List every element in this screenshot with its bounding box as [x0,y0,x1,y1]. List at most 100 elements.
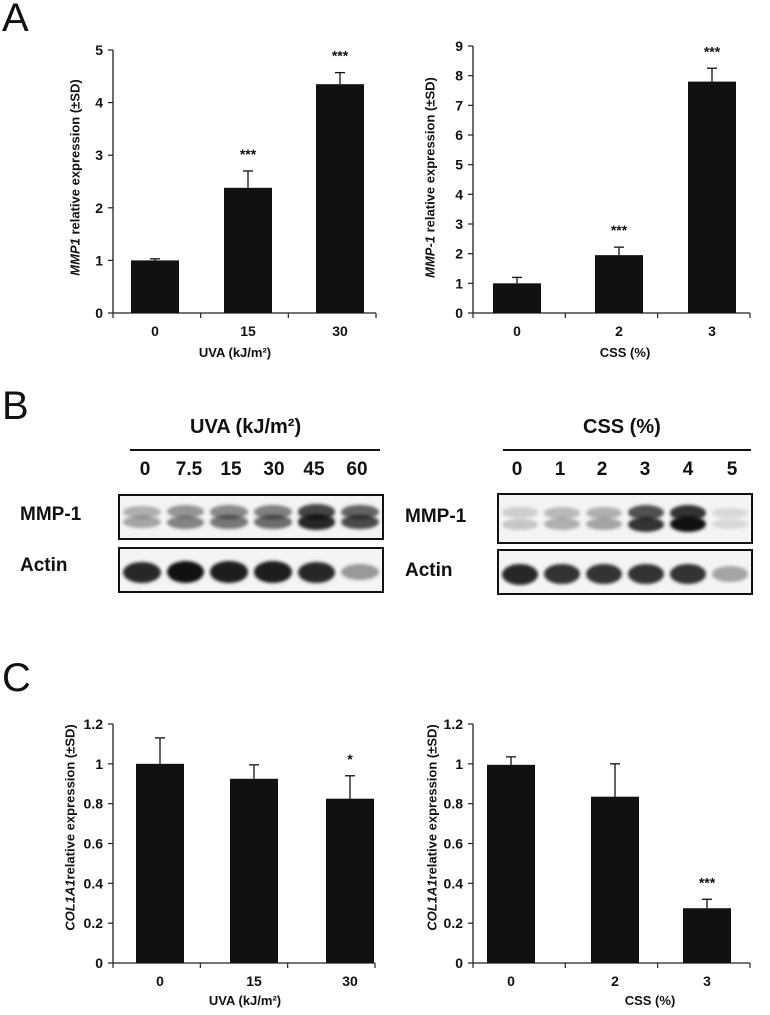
chart-c-col1a1-uva: 0 0.2 0.4 0.6 0.8 1 1.2 0 15 * 30 COL1A1relative e… [0,690,385,1015]
chart-a-mmp1-uva-svg: 0 1 2 3 4 5 0 *** 15 *** 30 [95,42,377,339]
y-tick-label: 1 [455,756,463,772]
x-axis-label: CSS (%) [599,345,651,360]
y-tick-label: 3 [95,147,103,163]
x-tick-label: 30 [342,973,358,989]
panel-label-c: C [2,656,31,700]
blot-css-title: CSS (%) [583,416,661,438]
panel-label-b: B [2,384,29,428]
y-tick-label: 1 [95,252,103,268]
actin-band [166,561,205,584]
actin-band [123,561,161,583]
y-tick-label: 0 [95,305,103,321]
actin-band [669,563,707,585]
y-tick-label: 1.2 [444,716,464,732]
actin-band [254,561,292,583]
x-tick-label: 2 [615,323,623,339]
lane-label: 1 [554,459,566,480]
y-axis-label-text: relative expression (±SD) [62,724,78,880]
blot-uva-row-actin: Actin [20,555,68,576]
y-tick-label: 0.6 [444,836,464,852]
y-axis-gene: MMP-1 [422,236,438,278]
y-tick-label: 5 [95,42,103,58]
y-tick-label: 0.8 [84,796,104,812]
mmp1-band [210,515,248,529]
y-tick-label: 7 [455,97,463,113]
y-tick-label: 9 [455,38,463,54]
y-axis-gene: COL1A1 [424,879,440,931]
actin-band [341,564,379,581]
x-tick-label: 0 [156,973,164,989]
bar [487,764,535,963]
significance-label: * [347,751,353,767]
x-tick-label: 0 [513,323,521,339]
x-tick-label: 2 [611,973,619,989]
blot-uva-mmp1-membrane [118,494,384,540]
lane-label: 3 [639,459,651,480]
y-tick-label: 1.2 [84,716,104,732]
y-tick-label: 2 [455,246,463,262]
y-tick-label: 6 [455,127,463,143]
blot-uva-title: UVA (kJ/m²) [190,416,302,438]
y-axis-gene: MMP1 [67,238,83,276]
panel-label-a: A [2,0,29,40]
x-tick-label: 0 [507,973,515,989]
y-axis-label: COL1A1relative expression (±SD) [63,698,78,958]
actin-band [501,563,539,585]
chart-c-col1a1-css: 0 0.2 0.4 0.6 0.8 1 1.2 0 2 *** 3 COL1A1relative e… [385,690,770,1015]
lane-label: 45 [303,459,325,480]
lane-label: 60 [346,459,368,480]
chart-a-mmp1-uva: 0 1 2 3 4 5 0 *** 15 *** 30 MMP1 relative expressi… [0,0,385,380]
bar [136,763,184,963]
y-axis-label: COL1A1relative expression (±SD) [425,698,440,958]
y-tick-label: 4 [95,95,103,111]
blot-css-row-mmp1: MMP-1 [405,506,467,527]
x-tick-label: 15 [246,973,262,989]
y-tick-label: 0.6 [84,836,104,852]
lane-label: 5 [726,459,738,480]
blot-uva-actin-membrane [118,547,384,593]
mmp1-band [585,518,623,531]
mmp1-band [166,505,205,519]
lane-label: 30 [263,459,285,480]
bar [131,260,179,313]
y-tick-label: 5 [455,157,463,173]
bar [595,255,643,313]
significance-label: *** [611,222,628,238]
x-axis-label: UVA (kJ/m²) [198,345,272,360]
mmp1-band [501,507,539,519]
mmp1-band [627,516,665,532]
significance-label: *** [332,48,349,64]
chart-c-col1a1-uva-svg: 0 0.2 0.4 0.6 0.8 1 1.2 0 15 * 30 [84,716,376,989]
mmp1-band [543,506,581,519]
blot-css-mmp1-membrane [497,493,753,544]
mmp1-band [711,518,749,530]
bar [224,187,272,313]
y-tick-label: 0.2 [444,915,464,931]
x-tick-label: 0 [151,323,159,339]
bar [230,778,278,963]
mmp1-band [166,515,205,529]
y-tick-label: 0 [95,955,103,971]
actin-band [543,563,581,585]
bar [493,283,541,313]
mmp1-band [297,514,336,530]
y-axis-label-text: relative expression (±SD) [67,79,83,239]
y-axis-label: MMP-1 relative expression (±SD) [423,33,438,323]
y-tick-label: 3 [455,216,463,232]
mmp1-band [123,505,161,518]
significance-label: *** [704,43,721,59]
y-tick-label: 8 [455,68,463,84]
y-tick-label: 2 [95,200,103,216]
x-tick-label: 3 [708,323,716,339]
blot-css-row-actin: Actin [405,560,453,581]
y-tick-label: 1 [95,756,103,772]
mmp1-band [669,516,707,533]
y-tick-label: 4 [455,186,463,202]
blot-uva-row-mmp1: MMP-1 [20,504,82,525]
chart-c-col1a1-css-svg: 0 0.2 0.4 0.6 0.8 1 1.2 0 2 *** 3 [444,716,751,989]
x-tick-label: 30 [332,323,348,339]
y-tick-label: 0 [455,955,463,971]
actin-band [297,561,336,583]
significance-label: *** [240,146,257,162]
actin-band [210,561,248,583]
